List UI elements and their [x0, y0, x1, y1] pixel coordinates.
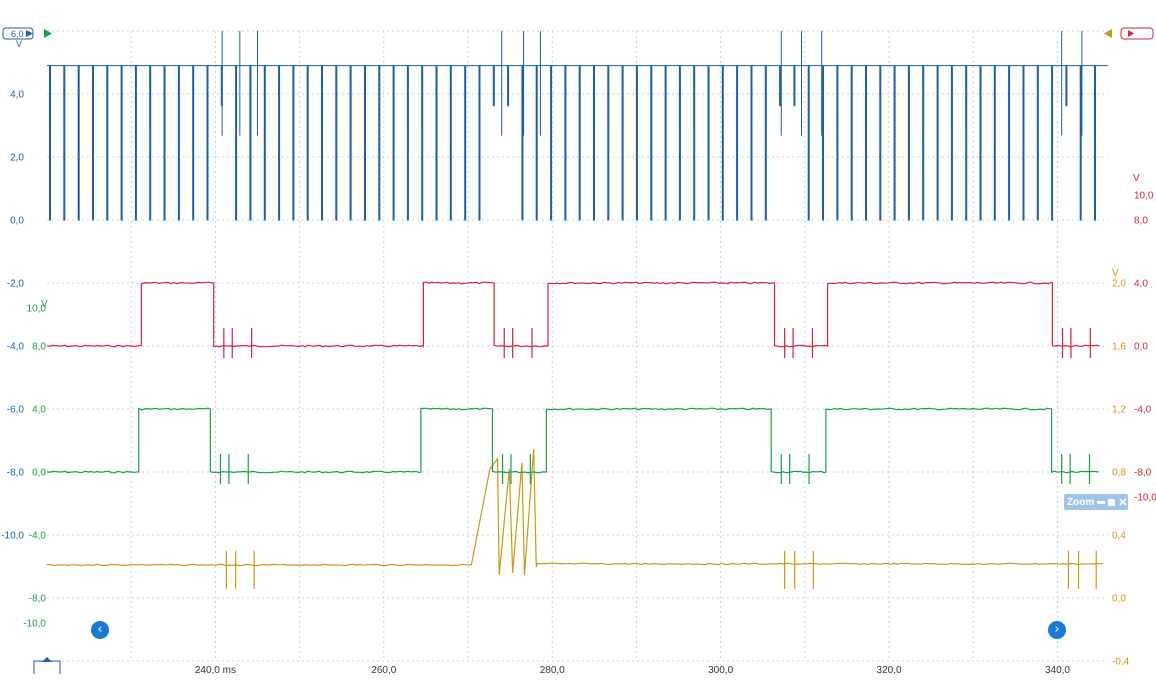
chart-traces — [46, 31, 1108, 589]
x-tick-label: 260,0 — [371, 665, 396, 676]
x-tick-label: 320,0 — [877, 665, 902, 676]
blue-y-tick-label: -4,0 — [7, 342, 25, 353]
blue-y-tick-label: -2,0 — [7, 279, 25, 290]
restore-icon[interactable] — [1108, 498, 1116, 506]
zoom-label: Zoom — [1067, 496, 1095, 508]
chart-grid — [47, 30, 1108, 662]
x-tick-label: 300,0 — [708, 665, 733, 676]
close-icon[interactable]: ✕ — [1118, 496, 1128, 509]
blue-y-tick-label: 4,0 — [10, 90, 24, 101]
gold-axis-unit: V — [1112, 268, 1119, 279]
zoom-toolbar[interactable]: Zoom ✕ — [1064, 494, 1128, 510]
green-y-tick-label: -4,0 — [29, 531, 47, 542]
gold-y-tick-label: 2,0 — [1112, 279, 1126, 290]
blue-y-tick-label: -6,0 — [7, 405, 25, 416]
red-y-tick-label: 0,0 — [1134, 342, 1148, 353]
chevron-left-icon[interactable]: ‹ — [91, 621, 109, 639]
axis-labels: 240,0 ms 260,0 280,0 300,0 320,0 340,0 4,0 2,0 0… — [1, 90, 1156, 677]
red-y-tick-label: 4,0 — [1134, 279, 1148, 290]
gold-y-tick-label: 0,8 — [1112, 468, 1126, 479]
channel-a-unit: V — [16, 39, 22, 49]
green-y-tick-label: -8,0 — [29, 594, 47, 605]
trace-green — [46, 407, 1099, 484]
green-axis-unit: V — [41, 299, 48, 310]
channel-b-marker-icon — [44, 29, 52, 38]
channel-a-marker-icon — [26, 30, 33, 37]
green-y-tick-label: -10,0 — [23, 619, 46, 630]
trace-gold — [46, 448, 1103, 589]
green-y-tick-label: 0,0 — [32, 468, 46, 479]
gold-y-tick-label: -0,4 — [1112, 657, 1130, 668]
channel-a-button[interactable]: 6,0 V — [2, 27, 52, 49]
timebase-tab[interactable] — [33, 657, 61, 674]
blue-y-tick-label: 2,0 — [10, 153, 24, 164]
trace-blue — [47, 31, 1108, 221]
red-y-tick-label: -8,0 — [1134, 468, 1152, 479]
trace-red — [46, 281, 1100, 358]
red-y-tick-label: 8,0 — [1134, 216, 1148, 227]
x-tick-label: 280,0 — [540, 665, 565, 676]
caret-up-icon — [42, 657, 52, 662]
green-y-tick-label: 4,0 — [32, 405, 46, 416]
blue-y-tick-label: -10,0 — [1, 531, 24, 542]
gold-y-tick-label: 1,6 — [1112, 342, 1126, 353]
gold-y-tick-label: 1,2 — [1112, 405, 1126, 416]
gold-y-tick-label: 0,4 — [1112, 531, 1126, 542]
blue-y-tick-label: -8,0 — [7, 468, 25, 479]
red-y-tick-label: 10,0 — [1134, 190, 1154, 201]
red-axis-unit: V — [1133, 173, 1140, 184]
x-tick-label: 240,0 ms — [195, 665, 236, 676]
x-tick-label: 340,0 — [1045, 665, 1070, 676]
channel-d-marker-icon — [1128, 30, 1134, 37]
red-y-tick-label: -10,0 — [1134, 493, 1156, 504]
red-y-tick-label: -4,0 — [1134, 405, 1152, 416]
channel-d-button[interactable] — [1104, 27, 1154, 40]
chevron-right-icon[interactable]: › — [1048, 621, 1066, 639]
channel-a-range: 6,0 — [11, 29, 24, 39]
gold-y-tick-label: 0,0 — [1112, 594, 1126, 605]
blue-y-tick-label: 0,0 — [10, 216, 24, 227]
minimize-icon[interactable] — [1097, 500, 1106, 504]
green-y-tick-label: 8,0 — [32, 342, 46, 353]
green-y-tick-label: 10,0 — [27, 304, 47, 315]
channel-c-marker-icon — [1104, 29, 1112, 38]
